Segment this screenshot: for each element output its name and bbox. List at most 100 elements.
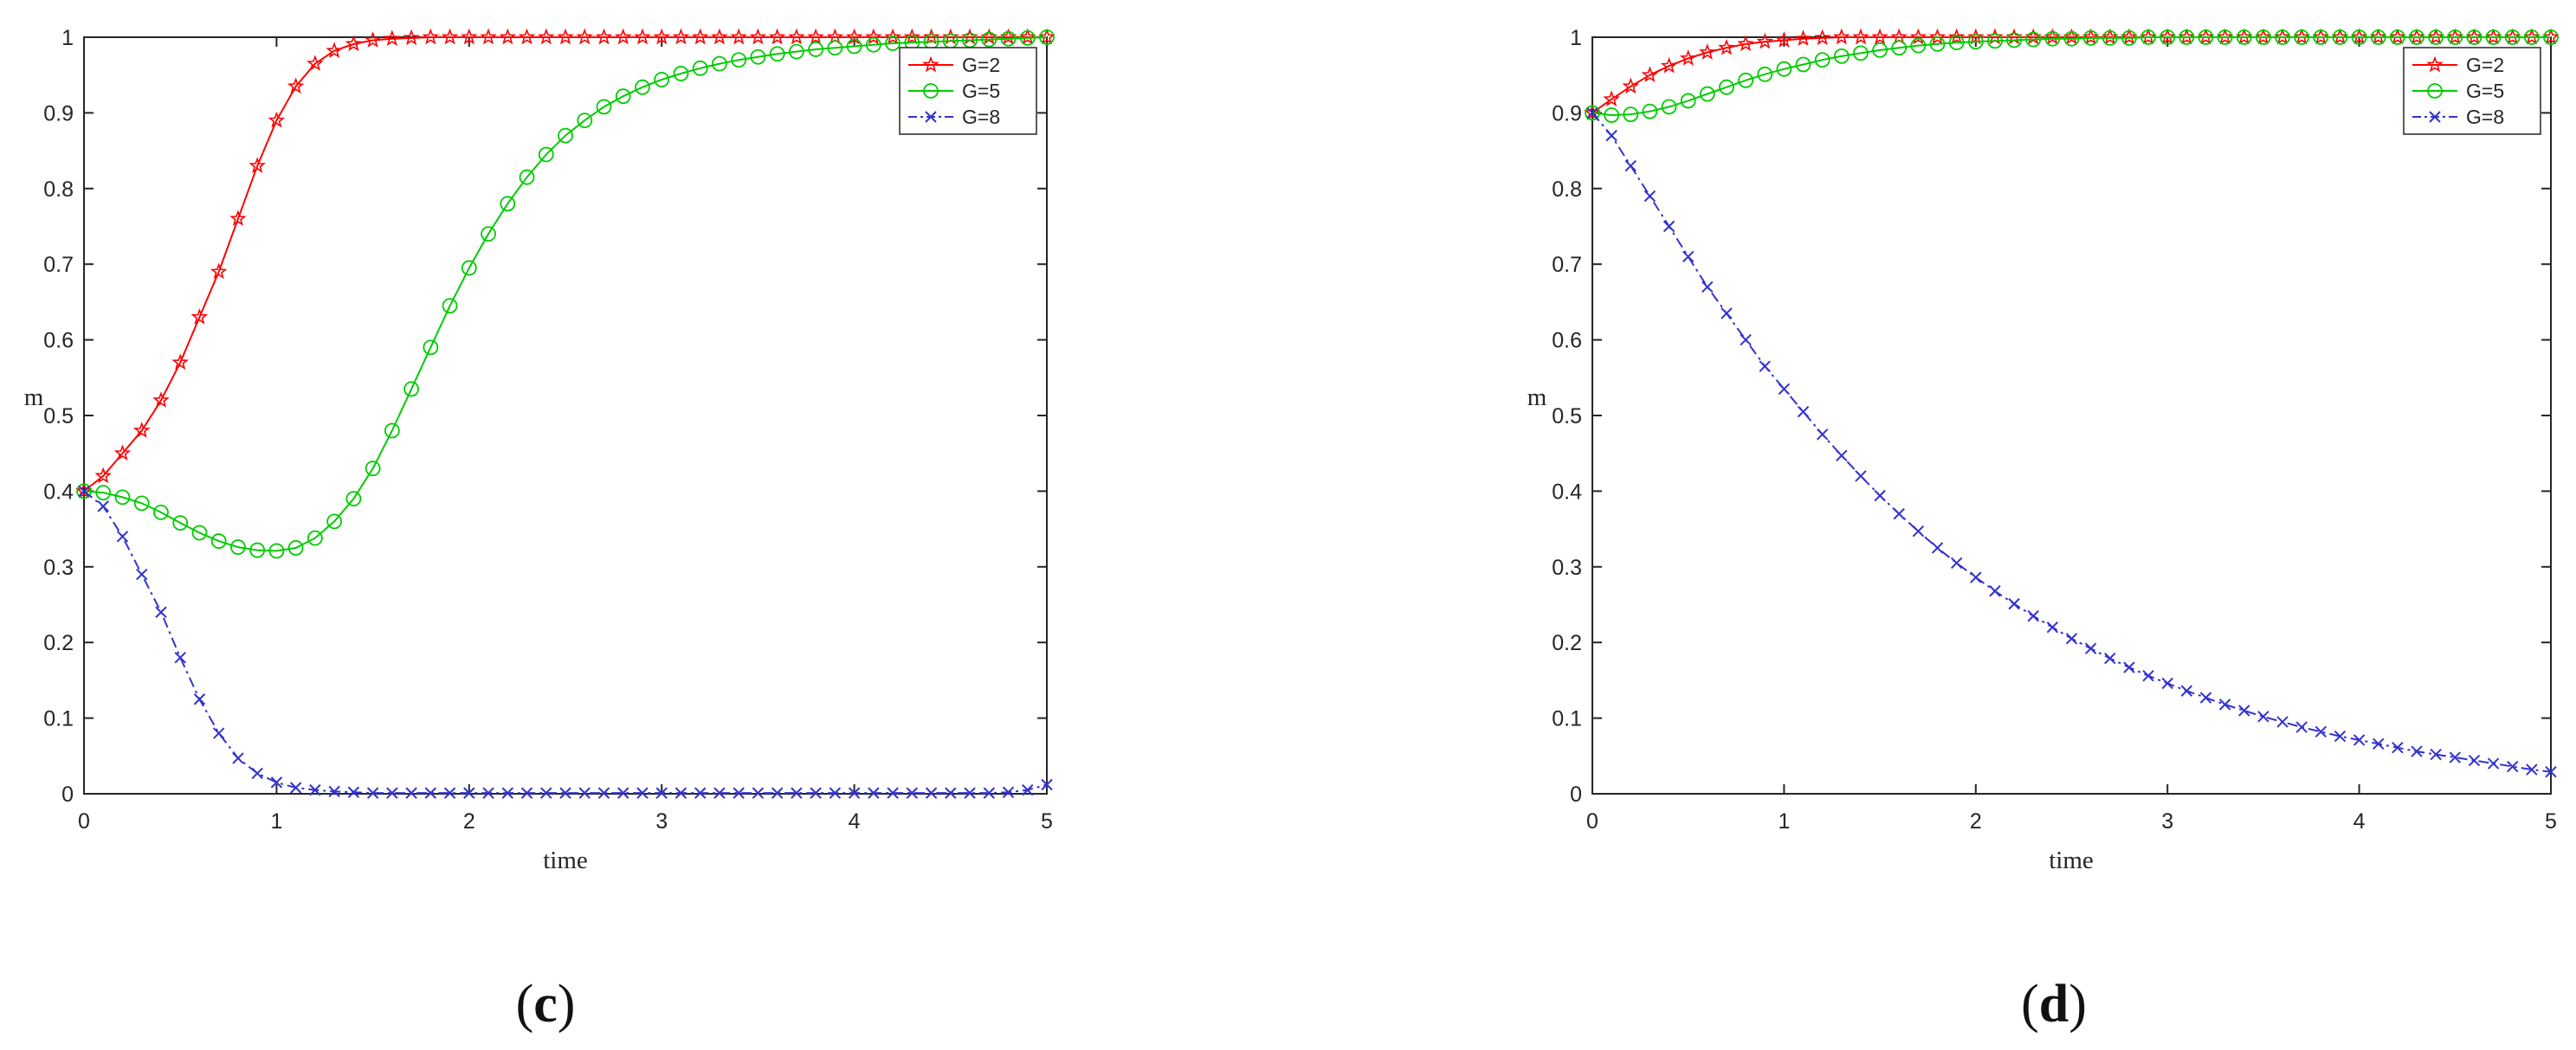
data-point (1699, 43, 1716, 60)
data-point (480, 28, 497, 45)
data-point (441, 28, 459, 45)
data-point (808, 42, 824, 57)
data-point (97, 500, 109, 512)
data-point (152, 391, 170, 408)
data-point (307, 55, 324, 71)
data-point (1778, 383, 1791, 396)
data-point (2027, 609, 2039, 622)
data-point (2082, 29, 2099, 46)
data-point (788, 43, 804, 60)
data-point (1836, 449, 1848, 462)
data-point (597, 787, 610, 799)
data-point (2466, 29, 2482, 45)
data-point (2504, 29, 2521, 45)
data-point (1989, 585, 2001, 597)
legend-marker (922, 55, 939, 73)
data-point (538, 146, 554, 163)
y-tick-label: 0.9 (1552, 101, 1582, 126)
y-tick-label: 0.6 (43, 329, 74, 353)
data-point (136, 568, 148, 581)
data-point (364, 31, 382, 48)
data-point (1679, 49, 1697, 66)
data-point (1874, 489, 1886, 502)
data-point (2008, 597, 2020, 610)
data-point (1929, 35, 1946, 52)
y-tick-label: 0.7 (43, 253, 74, 277)
data-point (482, 787, 494, 799)
data-point (2408, 28, 2425, 45)
data-point (2507, 760, 2519, 773)
data-point (307, 530, 323, 546)
data-point (810, 787, 822, 799)
data-point (577, 113, 593, 129)
data-point (559, 787, 571, 799)
y-tick-label: 0.5 (1552, 404, 1582, 428)
data-point (2025, 31, 2042, 48)
data-point (2315, 725, 2327, 738)
data-point (636, 787, 649, 799)
data-point (654, 72, 670, 87)
data-point (1775, 31, 1793, 48)
data-point (595, 28, 613, 45)
data-point (1000, 30, 1017, 47)
panel-c-caption: (c) (516, 975, 576, 1034)
data-point (155, 606, 167, 618)
x-tick-label: 4 (849, 809, 861, 834)
data-point (2465, 28, 2483, 45)
data-point (287, 540, 304, 556)
data-point (557, 28, 574, 45)
data-point (249, 157, 266, 173)
data-point (2485, 29, 2502, 45)
data-point (2353, 734, 2366, 746)
data-point (2257, 711, 2269, 723)
data-point (655, 787, 668, 799)
data-point (2312, 28, 2330, 45)
y-tick-label: 0.5 (43, 404, 74, 428)
data-point (2331, 28, 2349, 45)
data-point (133, 495, 150, 512)
data-point (1757, 66, 1773, 82)
data-point (1795, 56, 1811, 73)
data-point (1039, 29, 1055, 45)
data-point (113, 444, 132, 461)
y-tick-label: 1 (61, 26, 74, 50)
data-point (270, 776, 283, 789)
y-tick-label: 0.8 (1552, 177, 1582, 202)
data-point (2123, 661, 2135, 673)
data-point (405, 787, 417, 799)
data-point (1893, 507, 1905, 520)
data-point (2006, 32, 2022, 48)
data-point (153, 504, 169, 520)
data-point (94, 467, 112, 484)
data-point (172, 515, 189, 531)
data-point (1872, 42, 1888, 58)
data-point (384, 29, 401, 47)
x-tick-label: 0 (1586, 809, 1598, 834)
panel-c-legend: G=2 G=5 G=8 (899, 47, 1037, 135)
data-point (865, 28, 882, 45)
y-tick-label: 0.3 (1552, 556, 1582, 580)
data-point (76, 483, 92, 499)
data-point (2276, 716, 2289, 728)
y-tick-label: 0 (61, 783, 74, 807)
data-point (2275, 29, 2290, 45)
data-point (1912, 525, 1925, 538)
data-point (326, 513, 343, 530)
data-point (2369, 28, 2387, 45)
data-point (538, 28, 555, 45)
chart-panel-d: 0 1 2 3 4 5 0 0.1 0.2 0.3 0.4 0.5 0.6 0.7 0.8 0.9 1 time… (1527, 26, 2560, 1034)
data-point (347, 786, 360, 798)
data-point (403, 29, 420, 46)
data-point (2446, 28, 2464, 45)
legend-label: G=2 (2466, 54, 2504, 76)
data-point (2543, 29, 2559, 45)
data-point (885, 35, 901, 51)
data-point (1019, 28, 1036, 45)
data-point (2430, 748, 2442, 761)
x-tick-label: 0 (78, 809, 90, 834)
data-point (983, 787, 995, 799)
data-point (2373, 738, 2385, 750)
data-point (1967, 34, 1984, 50)
data-point (2218, 699, 2231, 711)
